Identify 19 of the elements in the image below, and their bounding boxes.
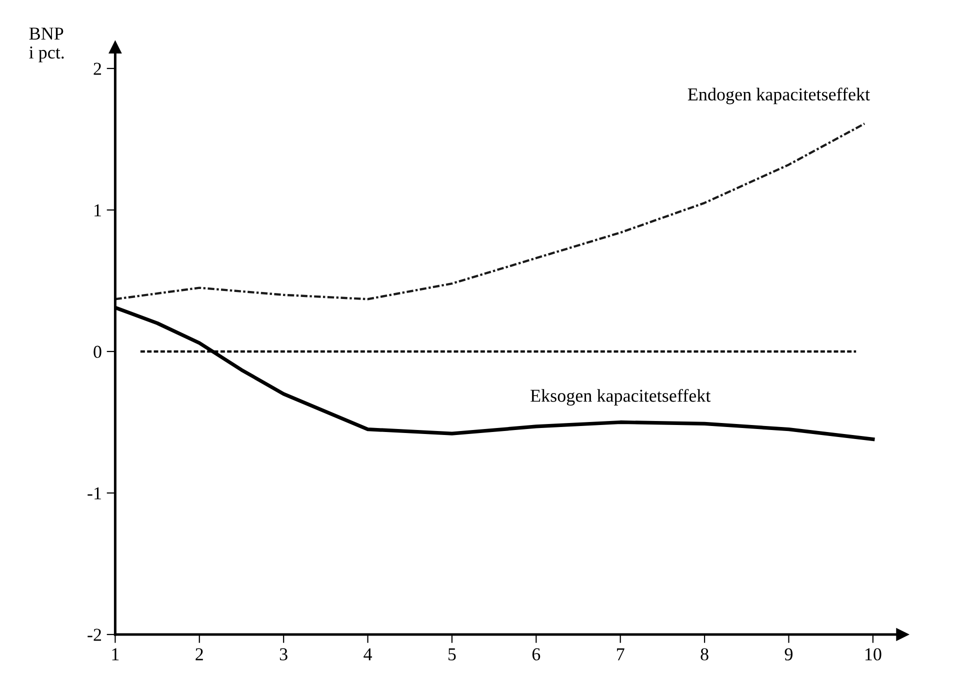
x-tick-label: 3 xyxy=(280,648,288,660)
y-tick-label: -2 xyxy=(88,628,102,641)
x-tick-label: 4 xyxy=(364,648,372,660)
x-tick-label: 9 xyxy=(784,648,793,660)
x-tick-label: 8 xyxy=(700,648,708,660)
line-series xyxy=(115,122,866,300)
y-tick-label: 2 xyxy=(94,62,102,75)
x-tick-label: 2 xyxy=(196,648,203,660)
y-tick-label: 0 xyxy=(94,346,102,358)
x-tick-label: 7 xyxy=(617,648,624,660)
x-tick-label: 10 xyxy=(865,648,882,660)
x-tick-label: 6 xyxy=(532,648,540,660)
y-axis-title: BNP i pct. xyxy=(29,28,64,62)
series-label: Endogen kapacitetseffekt xyxy=(688,88,870,104)
y-tick-label: 1 xyxy=(94,204,101,216)
series-label: Eksogen kapacitetseffekt xyxy=(530,388,711,406)
x-tick-label: 5 xyxy=(448,648,456,660)
y-tick-label: -1 xyxy=(88,487,101,500)
x-tick-label: 1 xyxy=(112,648,119,660)
